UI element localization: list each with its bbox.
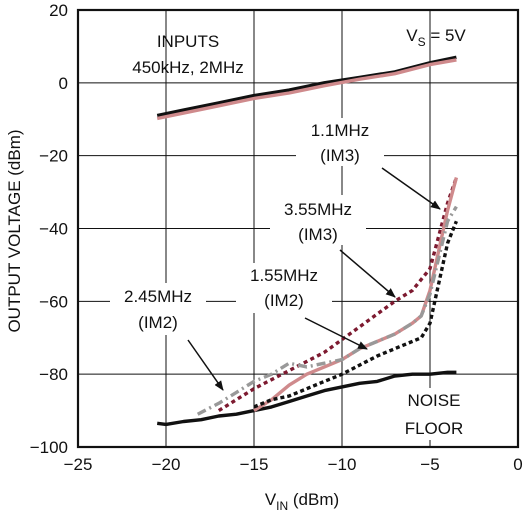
y-axis-label: OUTPUT VOLTAGE (dBm): [5, 129, 24, 332]
y-tick-label: −100: [30, 438, 68, 457]
annotation-2-45mhz-line2: (IM2): [138, 313, 178, 332]
annotation-1-55mhz-line2: (IM2): [264, 291, 304, 310]
x-tick-label: −25: [64, 455, 93, 474]
annotation-vs: VS = 5V: [406, 26, 466, 49]
annotation-noise-floor-bg: [396, 388, 474, 440]
tick-labels: −25 −20 −15 −10 −5 0 −100 −80 −60 −40 −20 0 20: [30, 1, 523, 474]
plot-frame: [76, 8, 520, 449]
annotation-inputs-line1: INPUTS: [157, 32, 219, 51]
annotation-1-1mhz-bg: [296, 118, 384, 166]
series-line-noise: [156, 370, 457, 427]
series-line-im3_355: [217, 176, 459, 413]
arrow-3-55mhz: [339, 249, 396, 298]
annotation-vs-sub: S: [418, 35, 426, 49]
y-tick-label: 20: [49, 1, 68, 20]
annotation-inputs-line2: 450kHz, 2MHz: [132, 58, 243, 77]
series-line-im2_245: [196, 205, 458, 416]
y-tick-label: 0: [59, 74, 68, 93]
series-group: [156, 55, 459, 427]
annotation-vs-main: V: [406, 26, 418, 45]
x-tick-label: −10: [328, 455, 357, 474]
x-tick-label: 0: [513, 455, 522, 474]
annotation-1-1mhz-line1: 1.1MHz: [311, 121, 370, 140]
x-tick-label: −20: [152, 455, 181, 474]
annotation-3-55mhz-bg: [270, 195, 366, 245]
annotation-noise-line1: NOISE: [408, 391, 461, 410]
x-axis-label-sub: IN: [276, 499, 288, 513]
series-line-fund_a: [156, 55, 457, 118]
annotation-noise-line2: FLOOR: [405, 419, 464, 438]
annotation-vs-rest: = 5V: [426, 26, 467, 45]
y-tick-label: −40: [39, 220, 68, 239]
annotation-3-55mhz-line2: (IM3): [298, 225, 338, 244]
x-tick-label: −5: [420, 455, 439, 474]
y-tick-label: −80: [39, 365, 68, 384]
annotation-3-55mhz-line1: 3.55MHz: [284, 200, 352, 219]
series-line-im2_155: [253, 220, 458, 409]
y-tick-label: −60: [39, 292, 68, 311]
annotation-1-55mhz-bg: [236, 263, 332, 313]
series-line-fund_b: [156, 58, 457, 121]
annotation-1-55mhz-line1: 1.55MHz: [250, 266, 318, 285]
x-axis-label-rest: (dBm): [288, 490, 339, 509]
arrow-2-45mhz: [187, 339, 224, 391]
annotation-2-45mhz-bg: [110, 283, 206, 335]
arrow-1-55mhz: [304, 317, 368, 350]
arrow-1-1mhz: [381, 167, 441, 210]
annotation-1-1mhz-line2: (IM3): [320, 146, 360, 165]
x-axis-label-main: V: [265, 490, 277, 509]
y-tick-label: −20: [39, 147, 68, 166]
x-axis-label: VIN (dBm): [265, 490, 339, 513]
annotation-2-45mhz-line1: 2.45MHz: [124, 287, 192, 306]
x-tick-label: −15: [240, 455, 269, 474]
